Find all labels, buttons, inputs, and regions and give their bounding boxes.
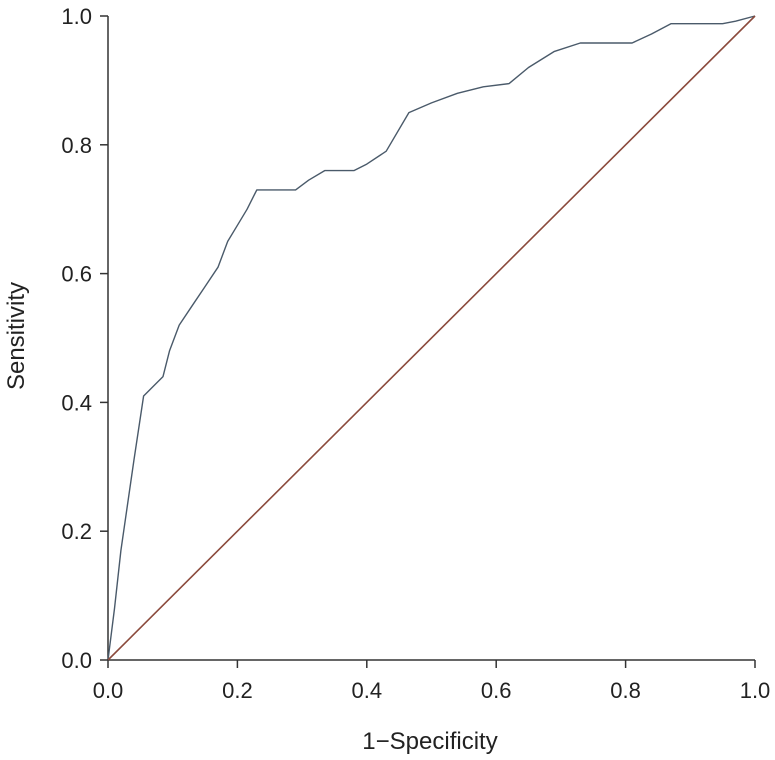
- y-tick-label: 0.8: [61, 133, 92, 158]
- x-tick-label: 0.6: [481, 678, 512, 703]
- x-tick-label: 0.4: [352, 678, 383, 703]
- y-tick-label: 0.4: [61, 390, 92, 415]
- reference-diagonal-line: [107, 15, 756, 661]
- x-tick-label: 0.0: [93, 678, 124, 703]
- y-tick-label: 1.0: [61, 4, 92, 29]
- y-axis-label: Sensitivity: [3, 282, 30, 390]
- y-axis-ticks: 0.0 0.2 0.4 0.6 0.8 1.0: [61, 4, 108, 673]
- plot-area: [107, 15, 756, 661]
- x-tick-label: 0.8: [610, 678, 641, 703]
- y-tick-label: 0.6: [61, 262, 92, 287]
- y-tick-label: 0.0: [61, 648, 92, 673]
- x-axis-ticks: 0.0 0.2 0.4 0.6 0.8 1.0: [93, 660, 771, 703]
- x-tick-label: 0.2: [222, 678, 253, 703]
- y-tick-label: 0.2: [61, 519, 92, 544]
- roc-curve-line: [107, 15, 756, 661]
- x-axis-label: 1−Specificity: [362, 728, 497, 755]
- x-tick-label: 1.0: [740, 678, 771, 703]
